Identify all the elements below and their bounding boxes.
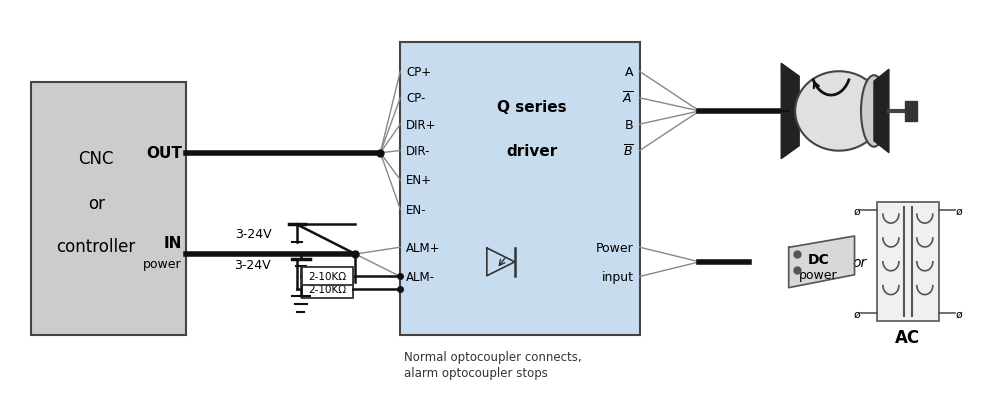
Ellipse shape	[861, 76, 887, 147]
Text: CNC: CNC	[78, 149, 114, 167]
Text: A: A	[625, 66, 634, 79]
Polygon shape	[874, 70, 889, 153]
Bar	[31, 83, 186, 335]
Bar	[400, 43, 640, 335]
Text: IN: IN	[164, 235, 182, 250]
Text: ALM+: ALM+	[406, 241, 441, 254]
Text: DC: DC	[807, 253, 829, 266]
Text: B: B	[625, 118, 634, 131]
Text: AC: AC	[895, 328, 920, 346]
Text: or: or	[852, 255, 866, 269]
Text: Q series: Q series	[497, 100, 567, 115]
Text: or: or	[88, 195, 105, 213]
Text: DIR-: DIR-	[406, 145, 431, 158]
Text: CP+: CP+	[406, 66, 431, 79]
Bar	[877, 203, 939, 322]
Text: 2-10KΩ: 2-10KΩ	[308, 271, 347, 281]
Bar	[302, 267, 353, 285]
Text: ALM-: ALM-	[406, 270, 435, 283]
Bar	[302, 280, 353, 298]
Text: 2-10KΩ: 2-10KΩ	[308, 284, 347, 294]
Ellipse shape	[795, 72, 883, 151]
Text: ø: ø	[955, 309, 962, 319]
Text: CP-: CP-	[406, 92, 426, 105]
Text: $\overline{A}$: $\overline{A}$	[622, 91, 634, 106]
Text: power: power	[143, 258, 182, 271]
Text: input: input	[602, 270, 634, 283]
Text: 3-24V: 3-24V	[235, 227, 272, 240]
Text: controller: controller	[57, 238, 136, 256]
Text: ø: ø	[854, 309, 860, 319]
Text: EN-: EN-	[406, 203, 427, 216]
Text: $\overline{B}$: $\overline{B}$	[623, 143, 634, 159]
Bar	[905, 102, 917, 122]
Polygon shape	[781, 64, 799, 159]
Text: 3-24V: 3-24V	[234, 259, 271, 272]
Text: Normal optocoupler connects,: Normal optocoupler connects,	[404, 351, 582, 364]
Text: OUT: OUT	[146, 146, 182, 161]
Text: EN+: EN+	[406, 174, 432, 187]
Text: ø: ø	[955, 206, 962, 215]
Text: driver: driver	[506, 144, 558, 159]
Text: ø: ø	[854, 206, 860, 215]
Text: DIR+: DIR+	[406, 118, 437, 131]
Text: alarm optocoupler stops: alarm optocoupler stops	[404, 367, 548, 379]
Text: Power: Power	[596, 241, 634, 254]
Polygon shape	[789, 237, 855, 288]
Text: power: power	[799, 269, 838, 281]
